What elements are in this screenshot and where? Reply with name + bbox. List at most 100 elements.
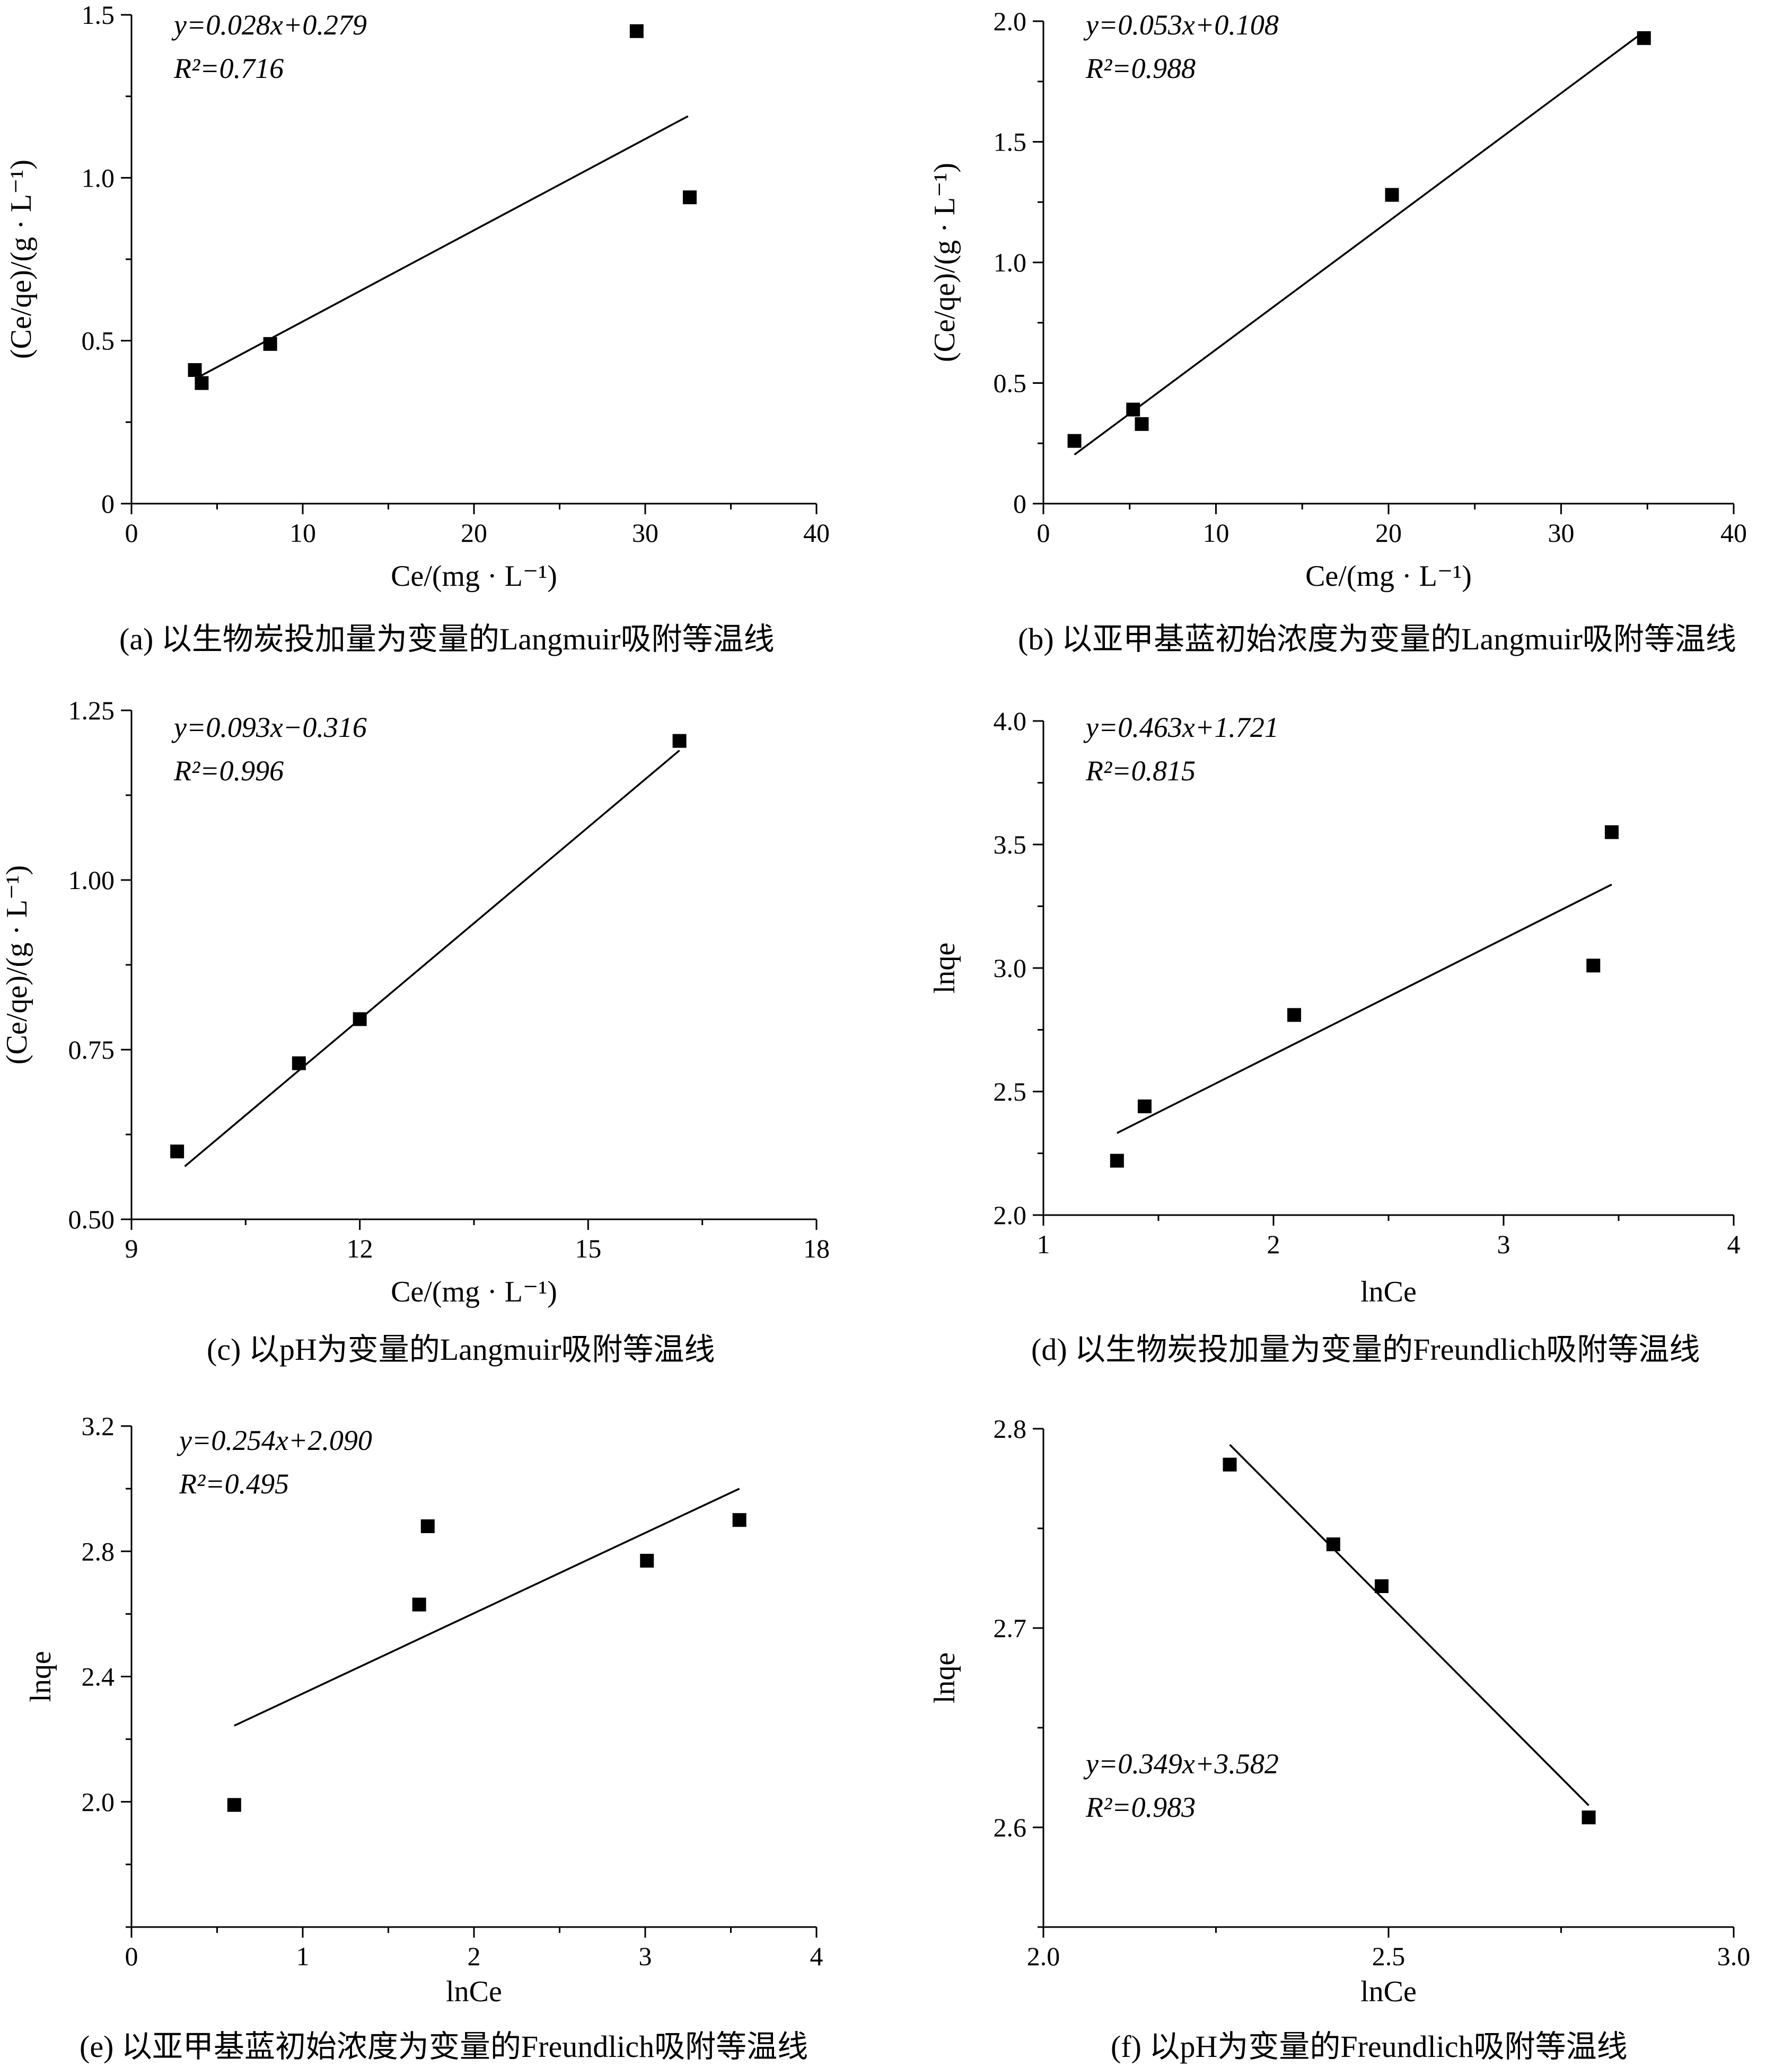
fit-line xyxy=(1229,1444,1589,1806)
x-axis-label: lnCe xyxy=(1360,1276,1417,1308)
y-tick-label: 0.50 xyxy=(68,1204,115,1234)
data-point xyxy=(1287,1008,1302,1022)
data-point xyxy=(732,1513,746,1527)
data-point xyxy=(1582,1810,1596,1825)
fit-line xyxy=(198,115,689,379)
fit-equation: y=0.093x−0.316 xyxy=(171,711,367,743)
data-point xyxy=(682,190,697,205)
y-axis-label: (Ce/qe)/(g · L⁻¹) xyxy=(5,160,38,359)
panel-b: 0 10 20 30 40 0 0.5 1.0 1.5 2.0 y=0.053x+0.108 R²=0… xyxy=(928,6,1747,656)
fit-equation: y=0.349x+3.582 xyxy=(1083,1748,1279,1780)
fit-line xyxy=(234,1488,740,1727)
y-tick-label: 3.0 xyxy=(994,953,1027,983)
r-squared: R²=0.716 xyxy=(173,52,284,84)
x-axis-label: Ce/(mg · L⁻¹) xyxy=(391,560,557,593)
x-tick-label: 0 xyxy=(125,518,138,548)
data-point xyxy=(263,337,277,351)
y-axis-label: (Ce/qe)/(g · L⁻¹) xyxy=(928,163,961,362)
x-tick-label: 10 xyxy=(1203,518,1229,548)
panel-caption: (c) 以pH为变量的Langmuir吸附等温线 xyxy=(207,1332,715,1367)
data-point xyxy=(1604,825,1619,839)
y-tick-label: 0.5 xyxy=(994,368,1027,398)
x-tick-label: 0 xyxy=(125,1941,138,1971)
data-point xyxy=(1223,1457,1237,1472)
x-tick-label: 3.0 xyxy=(1717,1941,1751,1971)
panel-e: 0 1 2 3 4 2.0 2.4 2.8 3.2 y=0.254x+2.090 R²=0.495 l… xyxy=(24,1411,823,2064)
x-tick-label: 2 xyxy=(468,1941,481,1971)
x-tick-label: 3 xyxy=(1497,1229,1510,1259)
panel-caption: (d) 以生物炭投加量为变量的Freundlich吸附等温线 xyxy=(1031,1332,1700,1367)
y-tick-label: 1.5 xyxy=(82,0,115,30)
y-tick-label: 2.0 xyxy=(82,1787,115,1817)
x-tick-label: 20 xyxy=(461,518,487,548)
data-point xyxy=(1385,188,1399,202)
x-tick-label: 12 xyxy=(347,1234,373,1263)
data-point xyxy=(1067,434,1082,448)
x-tick-label: 9 xyxy=(125,1234,138,1263)
y-tick-label: 2.8 xyxy=(994,1414,1027,1444)
y-tick-label: 3.5 xyxy=(994,830,1027,859)
y-axis-label: lnqe xyxy=(928,943,961,993)
y-axis-label: lnqe xyxy=(928,1652,961,1703)
y-tick-label: 2.4 xyxy=(82,1662,115,1692)
data-point xyxy=(420,1519,435,1533)
panel-caption: (e) 以亚甲基蓝初始浓度为变量的Freundlich吸附等温线 xyxy=(80,2029,808,2064)
data-point xyxy=(1374,1579,1389,1594)
y-tick-label: 2.6 xyxy=(994,1813,1027,1842)
y-tick-label: 0.75 xyxy=(68,1035,115,1065)
x-axis-label: Ce/(mg · L⁻¹) xyxy=(391,1276,557,1308)
r-squared: R²=0.983 xyxy=(1085,1791,1196,1823)
r-squared: R²=0.495 xyxy=(179,1468,289,1500)
data-point xyxy=(170,1145,185,1158)
x-tick-label: 1 xyxy=(296,1941,310,1971)
y-tick-label: 3.2 xyxy=(82,1411,115,1441)
x-tick-label: 3 xyxy=(639,1941,652,1971)
fit-equation: y=0.254x+2.090 xyxy=(177,1424,372,1456)
y-tick-label: 0 xyxy=(1013,489,1026,518)
fit-line xyxy=(184,750,680,1167)
x-tick-label: 20 xyxy=(1375,518,1402,548)
x-tick-label: 2.5 xyxy=(1372,1941,1406,1971)
panel-caption: (a) 以生物炭投加量为变量的Langmuir吸附等温线 xyxy=(119,622,775,656)
x-tick-label: 40 xyxy=(803,518,830,548)
data-point xyxy=(1110,1154,1124,1168)
panel-caption: (b) 以亚甲基蓝初始浓度为变量的Langmuir吸附等温线 xyxy=(1018,622,1736,656)
x-tick-label: 15 xyxy=(575,1234,601,1263)
r-squared: R²=0.815 xyxy=(1085,755,1196,787)
y-tick-label: 4.0 xyxy=(994,706,1027,736)
data-point xyxy=(292,1056,306,1070)
data-point xyxy=(1586,958,1601,973)
data-point xyxy=(353,1012,367,1026)
fit-equation: y=0.053x+0.108 xyxy=(1083,9,1279,41)
fit-equation: y=0.463x+1.721 xyxy=(1083,711,1279,743)
y-tick-label: 1.5 xyxy=(994,127,1027,157)
panel-a: 0 10 20 30 40 0 0.5 1.0 1.5 y=0.028x+0.279 R²=0.71… xyxy=(5,0,830,656)
r-squared: R²=0.988 xyxy=(1085,52,1196,84)
y-axis-label: lnqe xyxy=(24,1651,57,1702)
panel-caption: (f) 以pH为变量的Freundlich吸附等温线 xyxy=(1111,2029,1628,2064)
y-tick-label: 0.5 xyxy=(82,326,115,356)
panel-c: 9 12 15 18 0.50 0.75 1.00 1.25 y=0.093x−0.316 R²=… xyxy=(1,696,830,1367)
x-axis-label: lnCe xyxy=(446,1975,502,2008)
y-tick-label: 1.25 xyxy=(68,696,115,725)
y-tick-label: 2.5 xyxy=(994,1077,1027,1106)
x-tick-label: 10 xyxy=(289,518,316,548)
fit-equation: y=0.028x+0.279 xyxy=(171,9,367,41)
y-tick-label: 1.0 xyxy=(994,248,1027,277)
x-tick-label: 30 xyxy=(632,518,658,548)
x-axis-label: lnCe xyxy=(1360,1975,1417,2008)
data-point xyxy=(1126,402,1140,417)
data-point xyxy=(1137,1099,1152,1113)
panel-d: 1 2 3 4 2.0 2.5 3.0 3.5 4.0 y=0.463x+1.721 R²=0.81… xyxy=(928,706,1741,1367)
data-point xyxy=(412,1597,426,1612)
x-tick-label: 18 xyxy=(803,1234,830,1263)
panel-f: 2.0 2.5 3.0 2.6 2.7 2.8 y=0.349x+3.582 R²=0.983… xyxy=(928,1414,1750,2064)
data-point xyxy=(227,1798,241,1812)
y-tick-label: 1.0 xyxy=(82,163,115,192)
y-tick-label: 2.7 xyxy=(994,1613,1027,1643)
x-tick-label: 2.0 xyxy=(1027,1941,1060,1971)
fit-line xyxy=(1074,33,1641,456)
y-axis-label: (Ce/qe)/(g · L⁻¹) xyxy=(1,865,33,1065)
x-tick-label: 0 xyxy=(1037,518,1050,548)
